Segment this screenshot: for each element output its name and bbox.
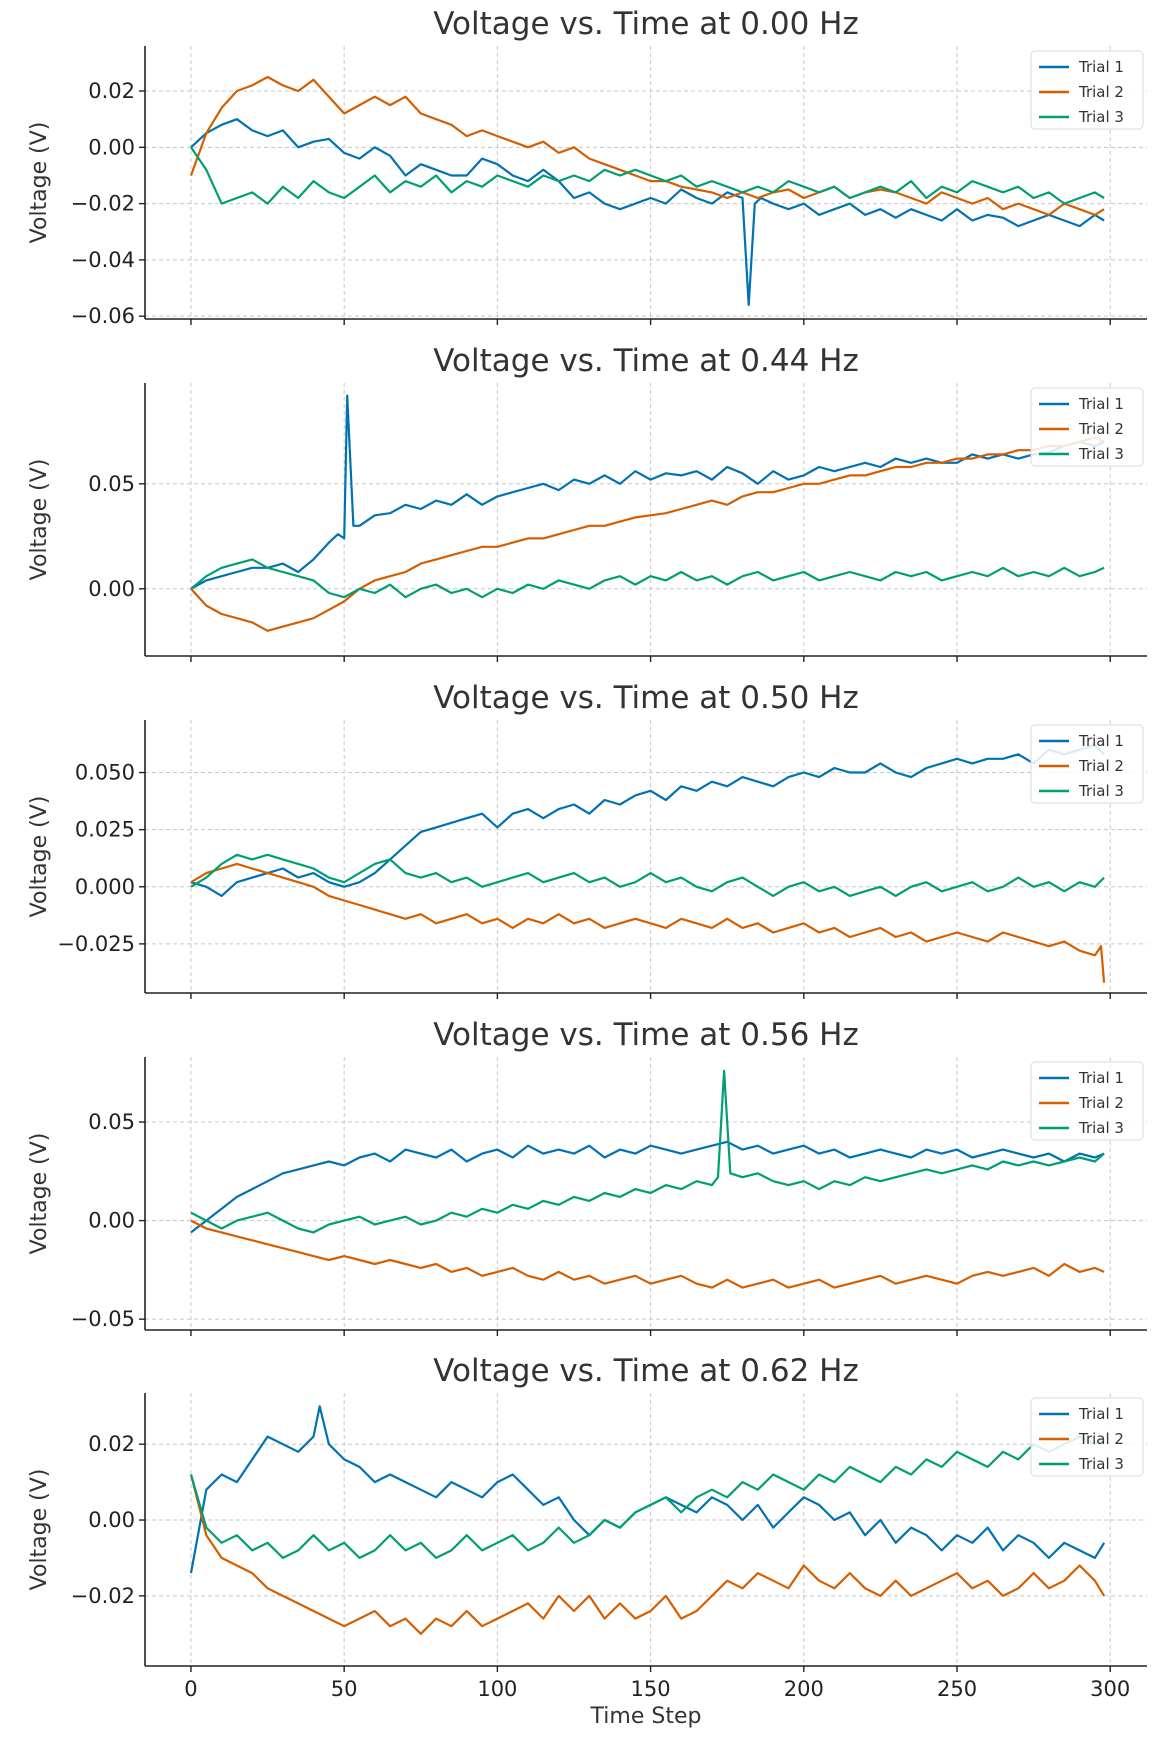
chart-title: Voltage vs. Time at 0.50 Hz <box>433 680 859 716</box>
legend-box <box>1030 1061 1144 1141</box>
y-tick-label: 0.00 <box>88 135 135 159</box>
y-axis-label: Voltage (V) <box>27 1133 52 1255</box>
legend-label: Trial 1 <box>1078 732 1124 750</box>
chart-title: Voltage vs. Time at 0.62 Hz <box>433 1353 859 1389</box>
series-group <box>190 1069 1105 1289</box>
panel-1: 0.00 0.05 Voltage vs. Time at 0.44 Hz Volta… <box>27 343 1147 662</box>
series-line-trial-3 <box>190 558 1105 599</box>
x-axis-label: Time Step <box>590 1704 702 1729</box>
y-tick-label: 0.050 <box>75 761 135 785</box>
series-group <box>190 743 1106 983</box>
series-line-trial-2 <box>190 1219 1105 1289</box>
series-line-trial-3 <box>190 853 1105 898</box>
y-tick-label: −0.06 <box>71 304 135 328</box>
series-line-trial-1 <box>190 743 1105 898</box>
legend-box <box>1030 1397 1144 1477</box>
y-tick-label: 0.025 <box>75 818 135 842</box>
legend-box <box>1030 50 1144 130</box>
x-tick-label: 100 <box>477 1677 517 1701</box>
panel-2: −0.025 0.000 0.025 0.050 Voltage vs. Time at… <box>27 680 1147 999</box>
legend-label: Trial 3 <box>1078 108 1124 126</box>
legend-label: Trial 1 <box>1078 1069 1124 1087</box>
y-axis-label: Voltage (V) <box>27 459 52 581</box>
series-line-trial-1 <box>190 394 1105 590</box>
x-tick-label: 250 <box>937 1677 977 1701</box>
series-group <box>189 1405 1106 1635</box>
y-tick-label: 0.05 <box>88 472 135 496</box>
y-axis-label: Voltage (V) <box>27 796 52 918</box>
legend-label: Trial 2 <box>1078 420 1124 438</box>
chart-title: Voltage vs. Time at 0.56 Hz <box>433 1017 859 1053</box>
y-axis-label: Voltage (V) <box>27 122 52 244</box>
y-tick-label: 0.00 <box>88 577 135 601</box>
legend-label: Trial 3 <box>1078 782 1124 800</box>
y-tick-label: 0.000 <box>75 875 135 899</box>
chart-title: Voltage vs. Time at 0.44 Hz <box>433 343 859 379</box>
series-group <box>190 394 1105 632</box>
series-line-trial-3 <box>189 1435 1105 1560</box>
legend-label: Trial 3 <box>1078 1119 1124 1137</box>
series-line-trial-2 <box>190 862 1106 983</box>
panel-4: −0.02 0.00 0.02 0 50 100 150 200 250 300 Voltage v… <box>27 1353 1147 1729</box>
x-tick-label: 0 <box>184 1677 197 1701</box>
y-tick-label: −0.04 <box>71 248 135 272</box>
series-line-trial-3 <box>190 146 1105 205</box>
series-line-trial-3 <box>190 1069 1105 1234</box>
legend-box <box>1030 724 1144 804</box>
legend-label: Trial 1 <box>1078 58 1124 76</box>
x-tick-label: 150 <box>631 1677 671 1701</box>
legend-label: Trial 2 <box>1078 1094 1124 1112</box>
y-tick-label: −0.05 <box>71 1307 135 1331</box>
x-tick-label: 200 <box>784 1677 824 1701</box>
chart-title: Voltage vs. Time at 0.00 Hz <box>433 6 859 42</box>
y-tick-label: 0.00 <box>88 1209 135 1233</box>
y-tick-label: −0.02 <box>71 1584 135 1608</box>
y-tick-label: 0.05 <box>88 1110 135 1134</box>
legend-label: Trial 2 <box>1078 1430 1124 1448</box>
y-tick-label: −0.025 <box>57 932 135 956</box>
x-tick-label: 300 <box>1090 1677 1130 1701</box>
legend-label: Trial 2 <box>1078 757 1124 775</box>
legend-box <box>1030 387 1144 467</box>
series-line-trial-1 <box>190 1140 1105 1234</box>
legend-label: Trial 3 <box>1078 445 1124 463</box>
panel-3: −0.05 0.00 0.05 Voltage vs. Time at 0.56 Hz… <box>27 1017 1147 1336</box>
panel-0: −0.06 −0.04 −0.02 0.00 0.02 Voltage vs. Time … <box>27 6 1147 328</box>
series-line-trial-2 <box>189 75 1105 216</box>
legend-label: Trial 3 <box>1078 1455 1124 1473</box>
legend-label: Trial 2 <box>1078 83 1124 101</box>
series-line-trial-2 <box>189 1474 1106 1635</box>
y-tick-label: −0.02 <box>71 192 135 216</box>
x-tick-label: 50 <box>331 1677 358 1701</box>
y-tick-label: 0.02 <box>88 1432 135 1456</box>
series-line-trial-2 <box>190 436 1105 632</box>
y-tick-label: 0.02 <box>88 79 135 103</box>
legend-label: Trial 1 <box>1078 1405 1124 1423</box>
y-tick-label: 0.00 <box>88 1508 135 1532</box>
series-group <box>189 75 1105 306</box>
legend-label: Trial 1 <box>1078 395 1124 413</box>
series-line-trial-1 <box>190 118 1105 306</box>
y-axis-label: Voltage (V) <box>27 1469 52 1591</box>
